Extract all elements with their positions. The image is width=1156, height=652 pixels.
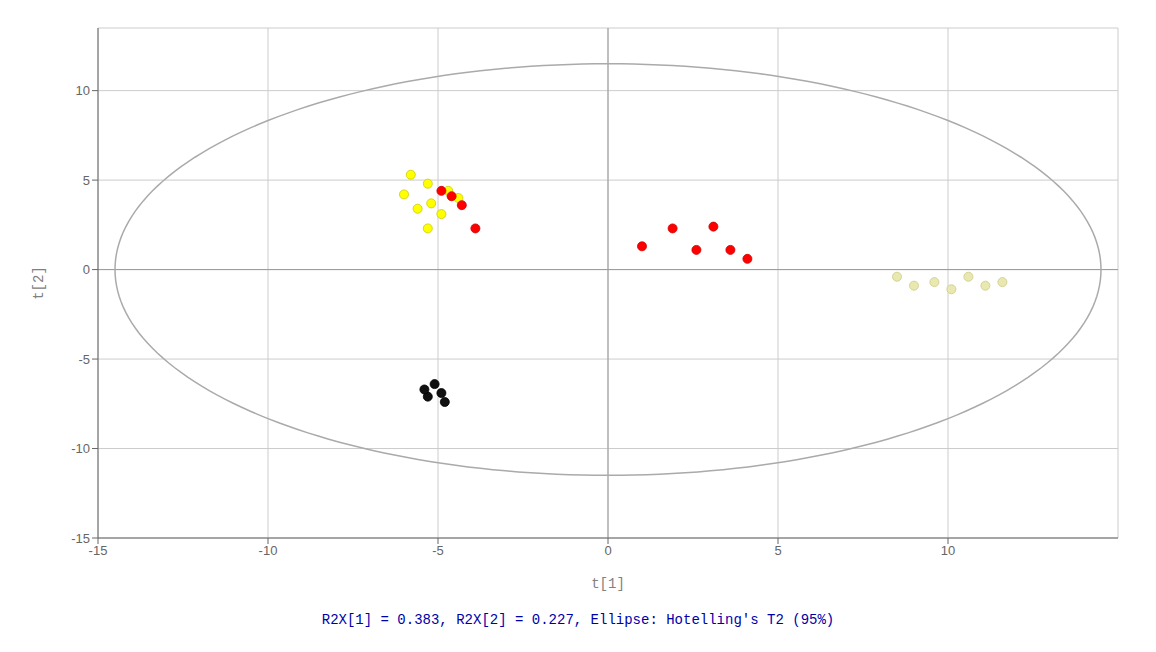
svg-text:10: 10 bbox=[76, 83, 90, 98]
svg-text:5: 5 bbox=[83, 173, 90, 188]
svg-text:-10: -10 bbox=[259, 543, 278, 558]
svg-text:0: 0 bbox=[604, 543, 611, 558]
svg-text:-5: -5 bbox=[78, 352, 90, 367]
svg-text:-15: -15 bbox=[71, 531, 90, 546]
svg-text:t[2]: t[2] bbox=[31, 266, 47, 300]
svg-text:-15: -15 bbox=[89, 543, 108, 558]
svg-text:10: 10 bbox=[941, 543, 955, 558]
svg-text:0: 0 bbox=[83, 262, 90, 277]
svg-text:-10: -10 bbox=[71, 441, 90, 456]
svg-text:-5: -5 bbox=[432, 543, 444, 558]
html-text:R2X[1] = 0.383, R2X[2] = 0.227: R2X[1] = 0.383, R2X[2] = 0.227, Ellipse:… bbox=[321, 612, 835, 628]
svg-text:t[1]: t[1] bbox=[591, 576, 625, 592]
svg-text:5: 5 bbox=[774, 543, 781, 558]
